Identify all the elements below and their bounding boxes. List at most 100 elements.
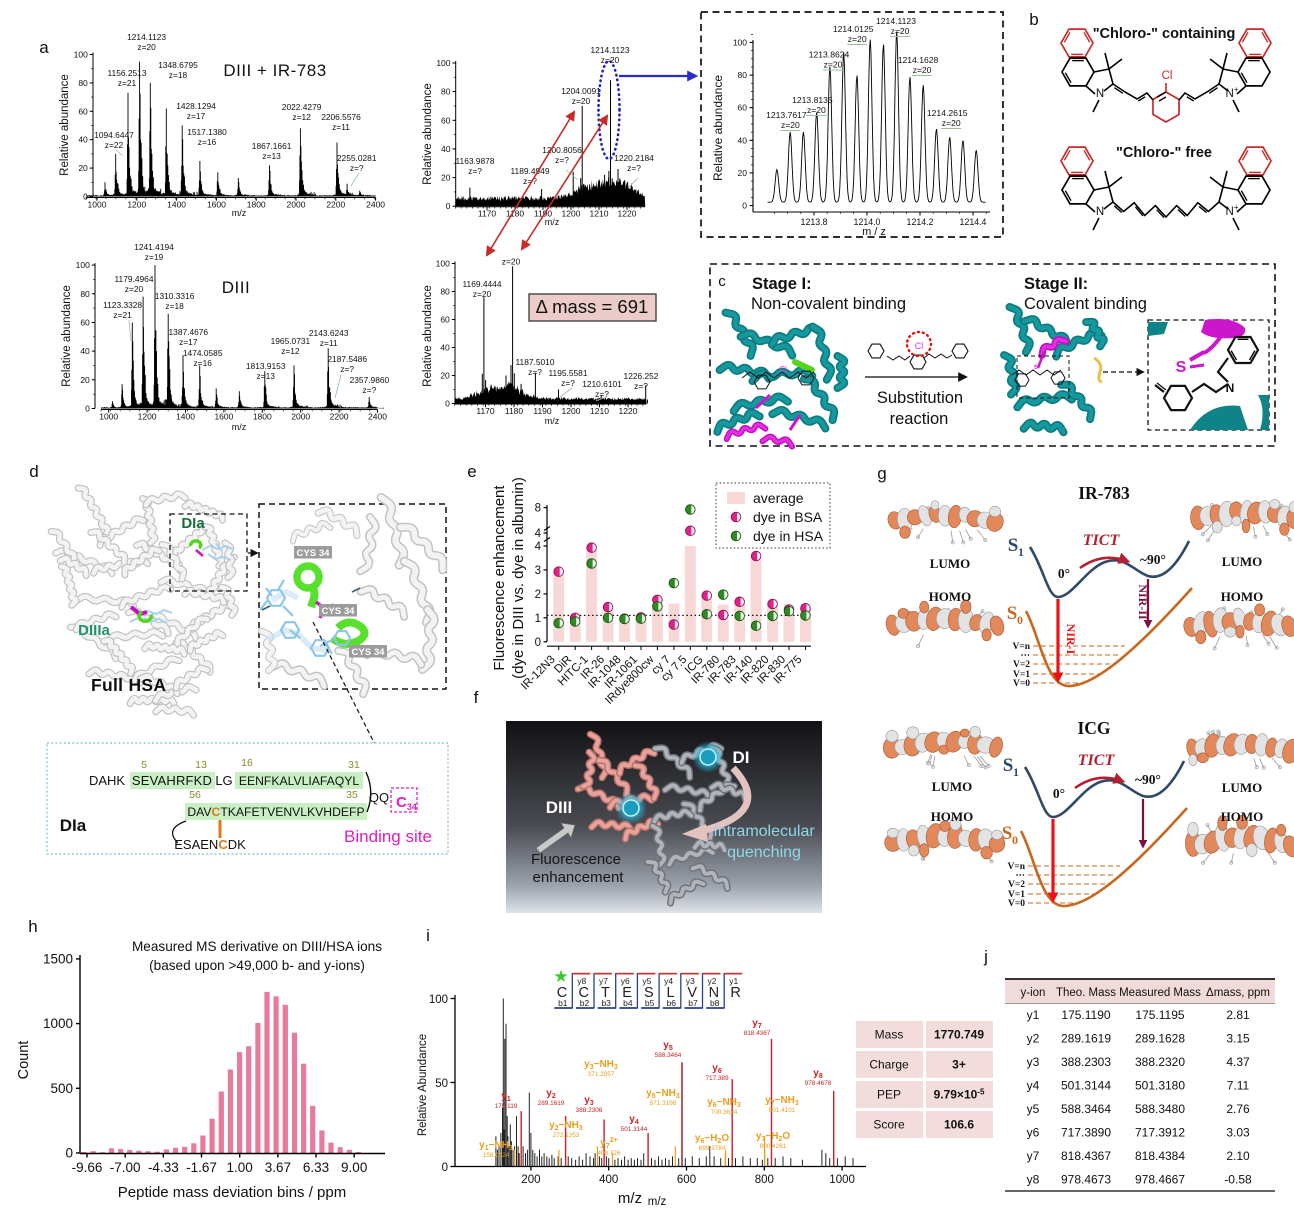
svg-text:Peptide mass deviation bins /: Peptide mass deviation bins / ppm — [118, 1184, 346, 1201]
svg-text:e: e — [467, 462, 476, 481]
svg-text:z=?: z=? — [627, 163, 641, 173]
svg-text:S: S — [1002, 823, 1013, 844]
svg-text:40: 40 — [738, 135, 748, 145]
svg-text:388.2306: 388.2306 — [576, 1107, 603, 1114]
svg-text:z=16: z=16 — [198, 137, 217, 147]
svg-text:1214.2: 1214.2 — [907, 217, 934, 227]
svg-text:Δmass, ppm: Δmass, ppm — [1206, 987, 1270, 999]
svg-text:z=12: z=12 — [292, 112, 311, 122]
svg-text:z=20: z=20 — [473, 289, 492, 299]
svg-text:LUMO: LUMO — [1222, 554, 1262, 569]
svg-text:z=16: z=16 — [193, 358, 212, 368]
svg-text:588.3480: 588.3480 — [1135, 1102, 1185, 1116]
svg-text:(dye in DIII vs. dye in albumi: (dye in DIII vs. dye in albumin) — [510, 477, 527, 679]
svg-text:C: C — [557, 985, 567, 1001]
svg-text:z=?: z=? — [363, 385, 377, 395]
svg-text:9.00: 9.00 — [341, 1160, 367, 1175]
svg-text:388.2303: 388.2303 — [1061, 1055, 1111, 1069]
svg-text:60: 60 — [440, 315, 450, 325]
svg-text:ESAENCDK: ESAENCDK — [174, 837, 246, 852]
svg-text:1214.0125: 1214.0125 — [833, 24, 874, 34]
svg-text:1220: 1220 — [618, 209, 637, 219]
svg-text:2.81: 2.81 — [1226, 1008, 1250, 1022]
svg-text:1195.5581: 1195.5581 — [549, 368, 588, 378]
svg-text:y5: y5 — [642, 976, 651, 986]
svg-text:1210.6101: 1210.6101 — [582, 379, 622, 389]
svg-text:L: L — [666, 985, 674, 1001]
svg-text:b4: b4 — [623, 998, 633, 1008]
svg-text:289.1619: 289.1619 — [1061, 1032, 1111, 1046]
svg-text:N: N — [1096, 206, 1104, 218]
svg-text:Stage I:: Stage I: — [752, 275, 812, 293]
svg-text:20: 20 — [78, 163, 88, 173]
svg-text:LG: LG — [215, 773, 232, 788]
svg-text:S: S — [644, 985, 654, 1001]
svg-text:z=18: z=18 — [169, 70, 188, 80]
svg-text:0: 0 — [65, 1146, 73, 1161]
svg-text:1179.4964: 1179.4964 — [115, 274, 154, 284]
svg-text:V=1: V=1 — [1013, 670, 1030, 680]
svg-text:average: average — [753, 490, 804, 506]
svg-text:Relative Abundance: Relative Abundance — [417, 1034, 429, 1136]
svg-text:Measured Mass: Measured Mass — [1119, 987, 1201, 999]
svg-text:13: 13 — [195, 759, 207, 771]
svg-text:1094.6447: 1094.6447 — [94, 130, 134, 140]
svg-text:y8: y8 — [1027, 1173, 1040, 1187]
svg-text:1800: 1800 — [247, 199, 266, 209]
svg-text:b1: b1 — [558, 998, 568, 1008]
svg-text:1.00: 1.00 — [227, 1160, 253, 1175]
svg-text:1220.2184: 1220.2184 — [614, 153, 654, 163]
svg-text:z=20: z=20 — [913, 65, 932, 75]
svg-text:1428.1294: 1428.1294 — [176, 101, 216, 111]
svg-text:978.4667: 978.4667 — [1135, 1173, 1185, 1187]
svg-text:80: 80 — [80, 289, 90, 299]
svg-text:E: E — [622, 985, 632, 1001]
svg-text:1169.4444: 1169.4444 — [463, 279, 502, 289]
svg-text:Binding site: Binding site — [344, 827, 432, 846]
svg-text:y3: y3 — [1027, 1055, 1040, 1069]
svg-text:818.4367: 818.4367 — [1061, 1149, 1111, 1163]
svg-text:enhancement: enhancement — [533, 869, 625, 886]
svg-text:Relative abundance: Relative abundance — [711, 75, 725, 181]
svg-text:0: 0 — [446, 201, 451, 211]
svg-text:1241.4194: 1241.4194 — [134, 242, 174, 252]
svg-text:y5: y5 — [1027, 1102, 1040, 1116]
svg-text:s: s — [1034, 362, 1039, 371]
svg-text:6.33: 6.33 — [303, 1160, 329, 1175]
svg-text:y6−H2O: y6−H2O — [695, 1133, 729, 1145]
svg-text:z=20: z=20 — [125, 284, 144, 294]
svg-text:b5: b5 — [645, 998, 655, 1008]
svg-text:m/z: m/z — [232, 422, 247, 432]
svg-text:z=20: z=20 — [781, 120, 800, 130]
svg-text:reaction: reaction — [890, 410, 949, 428]
svg-text:SEVAHRFKD: SEVAHRFKD — [132, 773, 212, 788]
svg-text:175.1195: 175.1195 — [1135, 1008, 1184, 1022]
svg-text:1214.1123: 1214.1123 — [591, 45, 630, 55]
svg-text:DIII: DIII — [546, 798, 572, 817]
svg-text:3.03: 3.03 — [1226, 1126, 1250, 1140]
svg-text:CYS 34: CYS 34 — [351, 647, 385, 658]
svg-text:1214.2615: 1214.2615 — [927, 108, 968, 118]
svg-text:z=20: z=20 — [848, 34, 867, 44]
svg-text:TICT: TICT — [1083, 532, 1121, 549]
svg-text:200: 200 — [521, 1174, 540, 1186]
svg-text:371.2057: 371.2057 — [588, 1071, 615, 1078]
svg-text:100: 100 — [733, 38, 747, 48]
svg-text:3: 3 — [535, 565, 541, 577]
svg-text:b8: b8 — [710, 998, 720, 1008]
svg-text:1170: 1170 — [478, 209, 497, 219]
svg-text:60: 60 — [738, 103, 748, 113]
svg-text:EENFKALVLIAFAQYL: EENFKALVLIAFAQYL — [239, 774, 360, 788]
svg-text:V=n: V=n — [1007, 862, 1025, 872]
svg-text:i: i — [426, 926, 430, 945]
svg-text:2143.6243: 2143.6243 — [309, 328, 349, 338]
svg-text:Stage II:: Stage II: — [1024, 275, 1088, 293]
svg-text:Theo. Mass: Theo. Mass — [1056, 987, 1116, 999]
svg-text:z=?: z=? — [561, 378, 575, 388]
svg-text:1163.9878: 1163.9878 — [456, 156, 495, 166]
svg-text:IR-783: IR-783 — [1078, 483, 1130, 503]
svg-text:HOMO: HOMO — [1221, 809, 1264, 824]
svg-text:-4.33: -4.33 — [148, 1160, 179, 1175]
svg-text:175.119: 175.119 — [495, 1103, 518, 1110]
svg-text:y8: y8 — [813, 1068, 823, 1080]
